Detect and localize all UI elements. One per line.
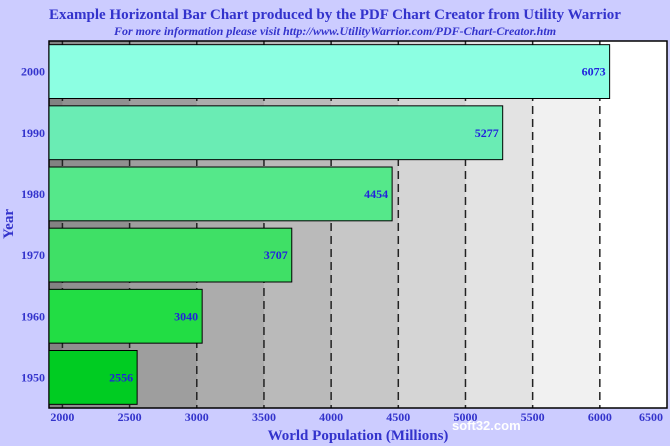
bar-2000 — [48, 44, 611, 99]
plot-frame — [48, 40, 668, 409]
x-tick-label: 2000 — [50, 410, 74, 424]
x-axis-label: World Population (Millions) — [268, 428, 449, 444]
y-axis-label: Year — [1, 209, 17, 239]
chart-subtitle: For more information please visit http:/… — [113, 24, 556, 38]
background-band — [532, 41, 601, 408]
bar-value-label: 3707 — [264, 248, 288, 262]
bar-value-label: 2556 — [109, 370, 133, 384]
x-tick-label: 3000 — [185, 410, 209, 424]
y-tick-label: 1990 — [21, 126, 45, 140]
background-band — [465, 41, 534, 408]
background-band — [196, 41, 265, 408]
background-band — [331, 41, 399, 408]
x-tick-label: 4000 — [319, 410, 343, 424]
x-tick-label: 3500 — [252, 410, 276, 424]
y-tick-label: 1970 — [21, 248, 45, 262]
background-band — [62, 41, 131, 408]
background-band — [599, 41, 668, 408]
y-tick-label: 2000 — [21, 65, 45, 79]
watermark: soft32.com — [452, 418, 521, 433]
x-tick-label: 5500 — [521, 410, 545, 424]
bar-value-label: 3040 — [174, 309, 198, 323]
x-tick-label: 4500 — [386, 410, 410, 424]
background-band — [263, 41, 332, 408]
bar-value-label: 5277 — [475, 126, 499, 140]
x-tick-label: 5000 — [453, 410, 477, 424]
bar-value-label: 6073 — [582, 65, 606, 79]
x-tick-label: 6000 — [588, 410, 612, 424]
bar-1980 — [48, 166, 393, 222]
x-tick-labels: 2000 2500 3000 3500 4000 4500 5000 5500 6000 6500 — [50, 410, 663, 424]
bar-1950 — [48, 350, 138, 405]
bar-1970 — [48, 227, 293, 283]
background-band — [398, 41, 466, 408]
grid-lines — [61, 41, 601, 408]
background-bands — [49, 41, 668, 408]
bar-1990 — [48, 105, 504, 161]
bar-labels: 2556 3040 3707 4454 5277 6073 — [109, 65, 606, 385]
y-tick-label: 1980 — [21, 187, 45, 201]
x-tick-label: 6500 — [639, 410, 663, 424]
y-tick-label: 1960 — [21, 309, 45, 323]
y-tick-label: 1950 — [21, 370, 45, 384]
bar-value-label: 4454 — [364, 187, 388, 201]
y-tick-labels: 1950 1960 1970 1980 1990 2000 — [21, 65, 45, 385]
x-tick-label: 2500 — [118, 410, 142, 424]
bars — [48, 44, 611, 405]
chart-title: Example Horizontal Bar Chart produced by… — [49, 7, 621, 23]
bar-1960 — [48, 288, 203, 344]
background-band — [129, 41, 198, 408]
